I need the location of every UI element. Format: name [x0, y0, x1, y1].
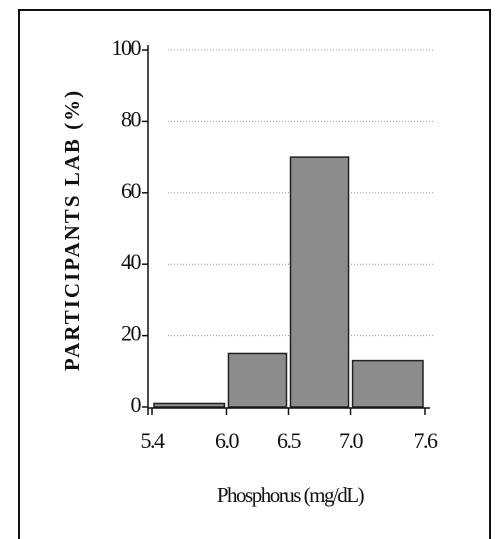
y-tick-label: 80: [121, 106, 142, 131]
y-tick-label: 60: [121, 178, 142, 203]
y-tick-label: 0: [131, 392, 142, 417]
bar: [351, 359, 424, 408]
x-tick-label: 5.4: [141, 428, 166, 453]
bar: [227, 352, 288, 408]
frame: [18, 9, 491, 539]
bar: [289, 156, 350, 408]
y-tick-label: 100: [112, 35, 142, 60]
x-tick-label: 6.5: [277, 428, 302, 453]
x-tick-label: 7.0: [339, 428, 364, 453]
y-tick-label: 40: [121, 249, 142, 274]
bar: [153, 402, 226, 408]
y-tick-label: 20: [121, 321, 142, 346]
y-axis-label: PARTICIPANTS LAB (%): [60, 89, 84, 371]
x-axis-label: Phosphorus (mg/dL): [217, 483, 365, 507]
x-tick-label: 6.0: [215, 428, 240, 453]
x-tick-label: 7.6: [414, 428, 439, 453]
